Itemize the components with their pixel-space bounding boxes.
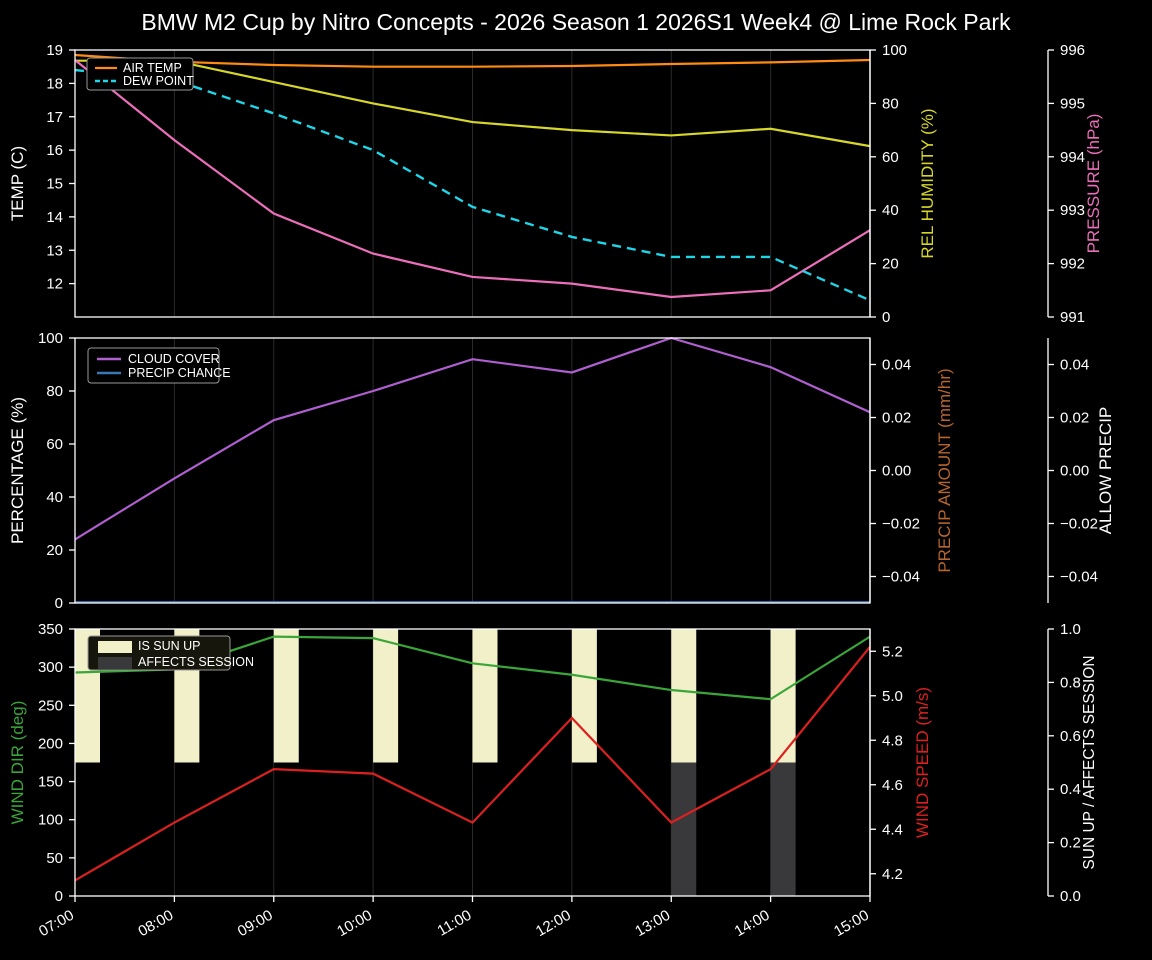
svg-text:4.4: 4.4 (882, 821, 903, 838)
svg-text:PRECIP CHANCE: PRECIP CHANCE (128, 366, 231, 380)
svg-text:0.02: 0.02 (882, 410, 911, 427)
svg-text:300: 300 (38, 659, 63, 676)
svg-text:IS SUN UP: IS SUN UP (138, 639, 201, 653)
svg-text:DEW POINT: DEW POINT (123, 74, 194, 88)
svg-text:100: 100 (38, 812, 63, 829)
svg-text:0.00: 0.00 (882, 463, 911, 480)
svg-text:100: 100 (38, 330, 63, 347)
svg-text:40: 40 (882, 202, 899, 219)
svg-text:07:00: 07:00 (36, 907, 77, 940)
svg-text:14: 14 (46, 209, 63, 226)
svg-text:80: 80 (882, 95, 899, 112)
svg-text:SUN UP / AFFECTS SESSION: SUN UP / AFFECTS SESSION (1081, 655, 1098, 869)
svg-text:0: 0 (882, 309, 890, 326)
svg-text:60: 60 (46, 436, 63, 453)
svg-text:18: 18 (46, 75, 63, 92)
svg-text:−0.04: −0.04 (882, 569, 920, 586)
svg-text:0.02: 0.02 (1060, 410, 1089, 427)
svg-text:994: 994 (1060, 149, 1085, 166)
svg-text:15:00: 15:00 (831, 907, 872, 940)
svg-text:WIND SPEED (m/s): WIND SPEED (m/s) (913, 687, 932, 838)
svg-text:50: 50 (46, 850, 63, 867)
svg-text:−0.02: −0.02 (882, 516, 920, 533)
svg-text:CLOUD COVER: CLOUD COVER (128, 352, 220, 366)
svg-text:12:00: 12:00 (533, 907, 574, 940)
svg-text:13: 13 (46, 242, 63, 259)
svg-text:PRESSURE (hPa): PRESSURE (hPa) (1084, 114, 1103, 254)
svg-text:0.0: 0.0 (1060, 888, 1081, 905)
svg-text:ALLOW PRECIP: ALLOW PRECIP (1096, 407, 1115, 535)
svg-text:991: 991 (1060, 309, 1085, 326)
svg-text:995: 995 (1060, 95, 1085, 112)
svg-text:0.2: 0.2 (1060, 835, 1081, 852)
svg-text:0.04: 0.04 (882, 357, 911, 374)
svg-text:16: 16 (46, 142, 63, 159)
svg-text:996: 996 (1060, 42, 1085, 59)
svg-text:100: 100 (882, 42, 907, 59)
svg-text:AIR TEMP: AIR TEMP (123, 61, 182, 75)
svg-text:0.8: 0.8 (1060, 674, 1081, 691)
svg-text:0.6: 0.6 (1060, 728, 1081, 745)
svg-text:AFFECTS SESSION: AFFECTS SESSION (138, 655, 254, 669)
svg-text:09:00: 09:00 (235, 907, 276, 940)
svg-text:150: 150 (38, 774, 63, 791)
svg-text:10:00: 10:00 (334, 907, 375, 940)
svg-text:12: 12 (46, 276, 63, 293)
svg-text:0: 0 (55, 595, 63, 612)
svg-text:993: 993 (1060, 202, 1085, 219)
svg-text:PRECIP AMOUNT (mm/hr): PRECIP AMOUNT (mm/hr) (935, 368, 954, 572)
svg-text:40: 40 (46, 489, 63, 506)
svg-text:80: 80 (46, 383, 63, 400)
svg-text:REL HUMIDITY (%): REL HUMIDITY (%) (918, 108, 937, 258)
svg-text:−0.02: −0.02 (1060, 516, 1098, 533)
svg-text:−0.04: −0.04 (1060, 569, 1098, 586)
svg-text:4.8: 4.8 (882, 732, 903, 749)
svg-text:08:00: 08:00 (135, 907, 176, 940)
svg-text:4.2: 4.2 (882, 866, 903, 883)
svg-text:350: 350 (38, 621, 63, 638)
svg-text:TEMP (C): TEMP (C) (8, 146, 27, 221)
svg-text:5.0: 5.0 (882, 688, 903, 705)
svg-text:992: 992 (1060, 256, 1085, 273)
svg-text:11:00: 11:00 (434, 907, 474, 940)
svg-text:20: 20 (46, 542, 63, 559)
svg-text:14:00: 14:00 (732, 907, 773, 940)
svg-text:15: 15 (46, 176, 63, 193)
svg-text:1.0: 1.0 (1060, 621, 1081, 638)
svg-text:250: 250 (38, 697, 63, 714)
svg-text:WIND DIR (deg): WIND DIR (deg) (8, 701, 27, 825)
svg-text:13:00: 13:00 (632, 907, 673, 940)
svg-text:0.00: 0.00 (1060, 463, 1089, 480)
svg-text:4.6: 4.6 (882, 777, 903, 794)
svg-text:0: 0 (55, 888, 63, 905)
svg-text:20: 20 (882, 256, 899, 273)
svg-text:5.2: 5.2 (882, 643, 903, 660)
svg-text:60: 60 (882, 149, 899, 166)
svg-text:200: 200 (38, 735, 63, 752)
svg-text:PERCENTAGE (%): PERCENTAGE (%) (8, 397, 27, 544)
svg-text:19: 19 (46, 42, 63, 59)
svg-text:0.04: 0.04 (1060, 357, 1089, 374)
svg-text:17: 17 (46, 109, 63, 126)
svg-text:0.4: 0.4 (1060, 781, 1081, 798)
